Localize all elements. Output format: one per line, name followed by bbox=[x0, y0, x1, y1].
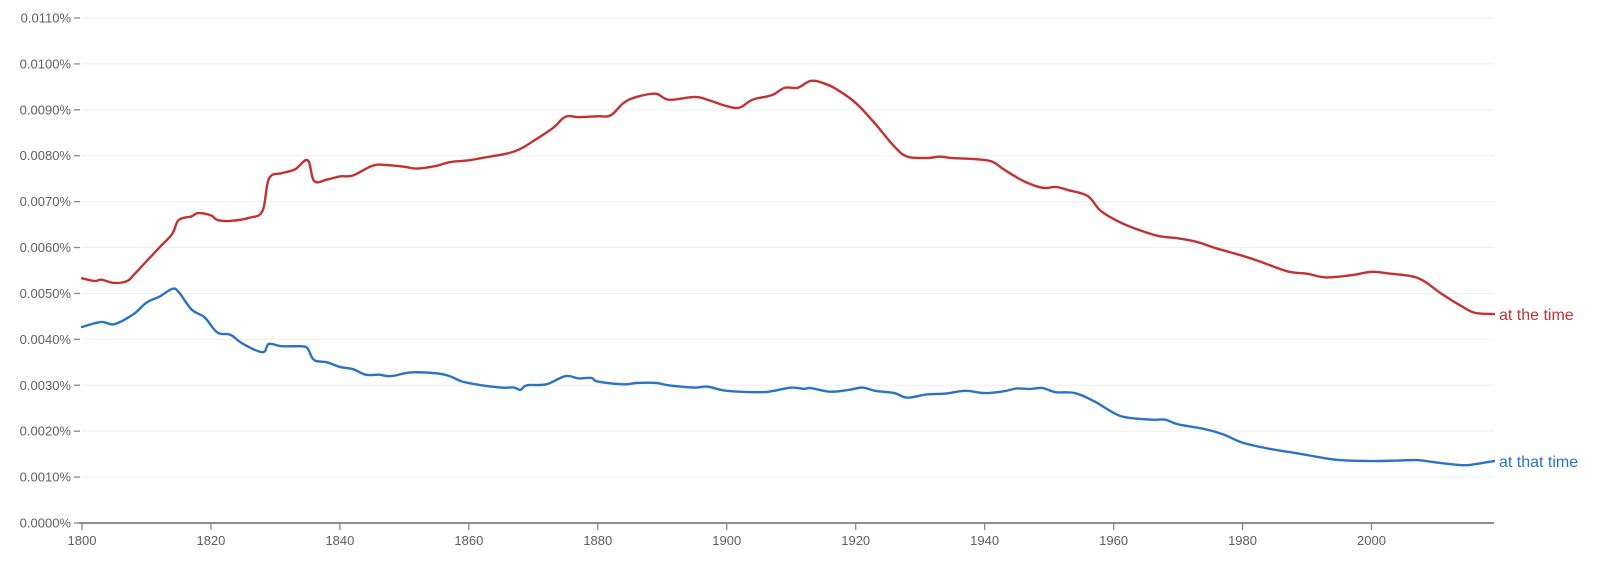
x-tick-label: 1900 bbox=[712, 533, 741, 548]
y-axis: 0.0000% 0.0010% 0.0020% 0.0030% 0.0040% 0.005… bbox=[20, 11, 80, 531]
x-tick-label: 1800 bbox=[68, 533, 97, 548]
y-tick-label: 0.0050% bbox=[20, 286, 72, 301]
series-line-at-the-time[interactable] bbox=[80, 79, 1496, 316]
x-tick-label: 2000 bbox=[1357, 533, 1386, 548]
series-label-at-that-time[interactable]: at that time bbox=[1499, 454, 1578, 471]
series-line-at-that-time[interactable] bbox=[80, 287, 1496, 467]
y-tick-label: 0.0020% bbox=[20, 424, 72, 439]
y-tick-label: 0.0010% bbox=[20, 470, 72, 485]
series-labels: at the time at that time bbox=[1499, 307, 1578, 471]
y-tick-label: 0.0000% bbox=[20, 516, 72, 531]
x-axis: 1800 1820 1840 1860 1880 1900 1920 1940 1960 1980… bbox=[68, 522, 1494, 548]
x-tick-label: 1920 bbox=[841, 533, 870, 548]
gridlines bbox=[82, 17, 1494, 478]
series-label-at-the-time[interactable]: at the time bbox=[1499, 307, 1574, 324]
y-tick-label: 0.0100% bbox=[20, 56, 72, 71]
x-tick-label: 1840 bbox=[325, 533, 354, 548]
y-tick-label: 0.0030% bbox=[20, 378, 72, 393]
series-lines[interactable] bbox=[80, 79, 1496, 467]
x-tick-label: 1820 bbox=[196, 533, 225, 548]
y-tick-label: 0.0110% bbox=[21, 11, 72, 26]
y-tick-label: 0.0060% bbox=[20, 240, 72, 255]
y-tick-label: 0.0090% bbox=[20, 102, 72, 117]
x-tick-label: 1880 bbox=[583, 533, 612, 548]
y-tick-label: 0.0080% bbox=[20, 148, 72, 163]
x-tick-label: 1980 bbox=[1228, 533, 1257, 548]
y-tick-label: 0.0040% bbox=[20, 332, 72, 347]
y-tick-label: 0.0070% bbox=[20, 194, 72, 209]
x-tick-label: 1860 bbox=[454, 533, 483, 548]
x-tick-label: 1960 bbox=[1099, 533, 1128, 548]
x-tick-label: 1940 bbox=[970, 533, 999, 548]
